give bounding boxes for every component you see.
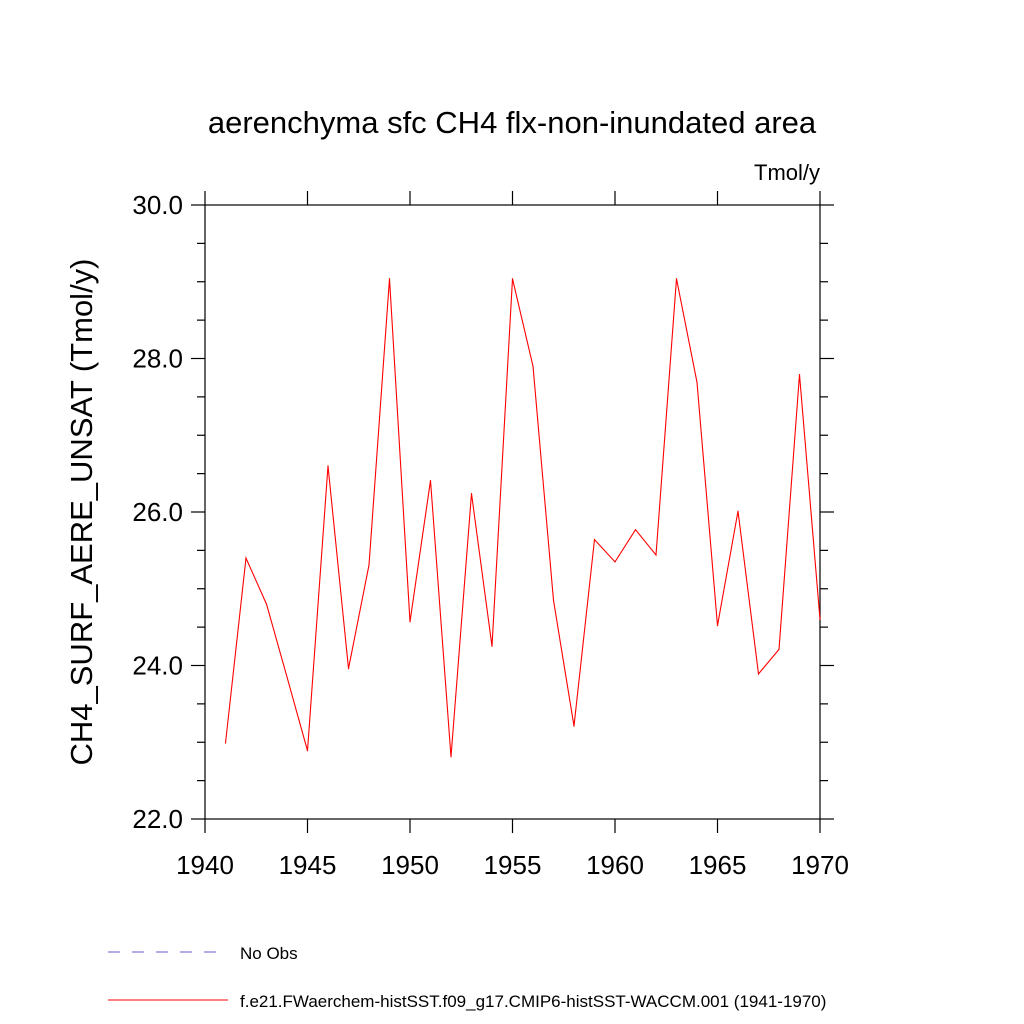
data-point xyxy=(634,529,637,531)
data-point xyxy=(245,557,247,559)
x-tick-label: 1950 xyxy=(381,850,439,880)
data-point xyxy=(409,621,411,623)
data-point xyxy=(327,465,329,467)
y-tick-label: 24.0 xyxy=(132,651,183,681)
data-point xyxy=(778,648,780,651)
data-point xyxy=(306,750,309,752)
data-point xyxy=(491,645,493,647)
data-point xyxy=(224,742,227,744)
units-label: Tmol/y xyxy=(754,160,820,185)
x-tick-label: 1940 xyxy=(176,850,234,880)
data-point xyxy=(675,278,678,280)
legend-label-model-run: f.e21.FWaerchem-histSST.f09_g17.CMIP6-hi… xyxy=(240,992,826,1011)
legend: No Obs f.e21.FWaerchem-histSST.f09_g17.C… xyxy=(108,944,826,1011)
y-tick-label: 28.0 xyxy=(132,344,183,374)
data-point xyxy=(716,625,719,627)
data-point xyxy=(757,673,760,675)
axis-ticks xyxy=(191,191,834,833)
data-point xyxy=(450,756,452,758)
data-point xyxy=(429,479,432,482)
data-point xyxy=(819,618,821,621)
series-line xyxy=(224,278,821,757)
data-point xyxy=(286,676,288,678)
x-tick-label: 1955 xyxy=(484,850,542,880)
y-axis-label: CH4_SURF_AERE_UNSAT (Tmol/y) xyxy=(64,258,99,765)
data-point xyxy=(532,365,534,367)
legend-label-no-obs: No Obs xyxy=(240,944,298,963)
x-tick-label: 1965 xyxy=(689,850,747,880)
x-tick-label: 1970 xyxy=(791,850,849,880)
chart-title: aerenchyma sfc CH4 flx-non-inundated are… xyxy=(208,105,817,140)
data-point xyxy=(552,599,555,601)
data-point xyxy=(265,603,268,605)
data-point xyxy=(573,725,575,727)
data-point xyxy=(696,381,698,383)
data-point xyxy=(798,374,801,376)
data-point xyxy=(368,564,370,566)
x-tick-label: 1960 xyxy=(586,850,644,880)
data-point xyxy=(614,561,616,563)
data-point xyxy=(470,493,473,495)
x-tick-label: 1945 xyxy=(279,850,337,880)
series-layer xyxy=(224,278,821,758)
data-point xyxy=(347,668,350,670)
data-point xyxy=(593,539,596,541)
y-tick-label: 30.0 xyxy=(132,190,183,220)
y-tick-label: 26.0 xyxy=(132,497,183,527)
data-point xyxy=(655,554,657,556)
data-point xyxy=(737,510,739,512)
plot-frame xyxy=(204,204,821,820)
y-tick-label: 22.0 xyxy=(132,804,183,834)
data-point xyxy=(388,278,391,280)
data-point xyxy=(511,278,514,280)
axis-tick-labels: 1940 1945 1950 1955 1960 1965 1970 22.0 24.0 26.0… xyxy=(132,190,849,880)
